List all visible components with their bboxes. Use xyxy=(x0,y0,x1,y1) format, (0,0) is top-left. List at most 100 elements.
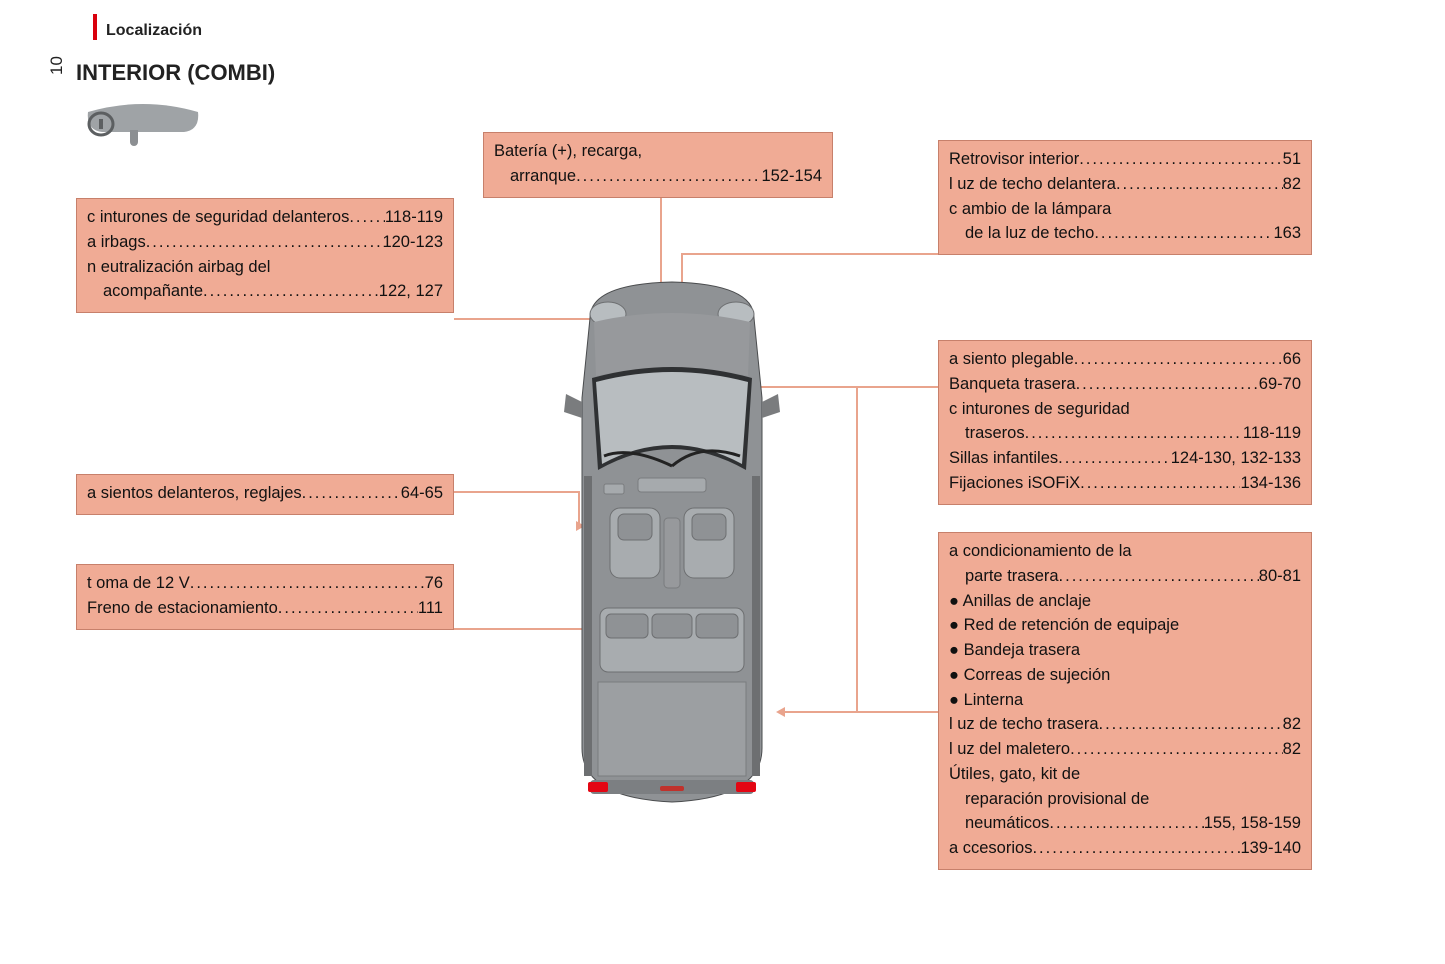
callout-row: l uz de techo delantera ................… xyxy=(949,172,1301,197)
callout-row: de la luz de techo .....................… xyxy=(949,221,1301,246)
callout-label: a condicionamiento de la xyxy=(949,539,1132,564)
callout-row: c inturones de seguridad delanteros ....… xyxy=(87,205,443,230)
callout-label: Batería (+), recarga, xyxy=(494,139,642,164)
callout-pages: 64-65 xyxy=(401,481,443,506)
callout-label: de la luz de techo xyxy=(965,221,1094,246)
callout-row: c ambio de la lámpara xyxy=(949,197,1301,222)
callout-label: Sillas infantiles xyxy=(949,446,1058,471)
callout-row: c inturones de seguridad xyxy=(949,397,1301,422)
pointer-line xyxy=(856,386,858,530)
callout-row: a irbags ...............................… xyxy=(87,230,443,255)
callout-row: Freno de estacionamiento ...............… xyxy=(87,596,443,621)
callout-pages: 80-81 xyxy=(1259,564,1301,589)
callout-row: a ccesorios ............................… xyxy=(949,836,1301,861)
callout-pages: 139-140 xyxy=(1240,836,1301,861)
callout-label: Útiles, gato, kit de xyxy=(949,762,1080,787)
callout-pages: 122, 127 xyxy=(379,279,443,304)
callout-label: c ambio de la lámpara xyxy=(949,197,1111,222)
callout-label: Correas de sujeción xyxy=(949,663,1110,688)
callout-label: n eutralización airbag del xyxy=(87,255,270,280)
callout-rear_seat: a siento plegable ......................… xyxy=(938,340,1312,505)
callout-belts: c inturones de seguridad delanteros ....… xyxy=(76,198,454,313)
callout-label: Linterna xyxy=(949,688,1023,713)
callout-label: Anillas de anclaje xyxy=(949,589,1091,614)
callout-label: parte trasera xyxy=(965,564,1059,589)
callout-label: reparación provisional de xyxy=(965,787,1149,812)
callout-row: Banqueta trasera .......................… xyxy=(949,372,1301,397)
callout-label: acompañante xyxy=(103,279,203,304)
callout-row: parte trasera ..........................… xyxy=(949,564,1301,589)
callout-battery: Batería (+), recarga,arranque ..........… xyxy=(483,132,833,198)
callout-label: Retrovisor interior xyxy=(949,147,1079,172)
callout-row: Batería (+), recarga, xyxy=(494,139,822,164)
callout-label: Fijaciones iSOFiX xyxy=(949,471,1080,496)
callout-pages: 51 xyxy=(1283,147,1301,172)
callout-pages: 163 xyxy=(1273,221,1301,246)
callout-label: Freno de estacionamiento xyxy=(87,596,278,621)
callout-row: n eutralización airbag del xyxy=(87,255,443,280)
callout-row: Retrovisor interior ....................… xyxy=(949,147,1301,172)
callout-label: l uz del maletero xyxy=(949,737,1070,762)
callout-row: l uz del maletero ......................… xyxy=(949,737,1301,762)
pointer-line xyxy=(681,253,938,255)
callout-row: t oma de 12 V ..........................… xyxy=(87,571,443,596)
callout-front_seats: a sientos delanteros, reglajes .........… xyxy=(76,474,454,515)
callout-row: l uz de techo trasera ..................… xyxy=(949,712,1301,737)
callout-label: neumáticos xyxy=(965,811,1049,836)
callout-pages: 118-119 xyxy=(1243,421,1301,446)
callout-label: t oma de 12 V xyxy=(87,571,190,596)
callout-row: Sillas infantiles ......................… xyxy=(949,446,1301,471)
callout-label: Red de retención de equipaje xyxy=(949,613,1179,638)
callout-mirror: Retrovisor interior ....................… xyxy=(938,140,1312,255)
callout-pages: 76 xyxy=(425,571,443,596)
callout-row: Red de retención de equipaje xyxy=(949,613,1301,638)
callout-label: Bandeja trasera xyxy=(949,638,1080,663)
callout-socket: t oma de 12 V ..........................… xyxy=(76,564,454,630)
callout-row: traseros ...............................… xyxy=(949,421,1301,446)
callout-pages: 82 xyxy=(1283,712,1301,737)
accent-bar xyxy=(93,14,97,40)
callout-row: arranque ...............................… xyxy=(494,164,822,189)
callout-rear_cond: a condicionamiento de laparte trasera ..… xyxy=(938,532,1312,870)
car-top-view-illustration xyxy=(560,278,784,808)
callout-row: Bandeja trasera xyxy=(949,638,1301,663)
callout-label: c inturones de seguridad delanteros xyxy=(87,205,349,230)
callout-row: acompañante ............................… xyxy=(87,279,443,304)
callout-pages: 118-119 xyxy=(385,205,443,230)
callout-row: neumáticos .............................… xyxy=(949,811,1301,836)
callout-row: a sientos delanteros, reglajes .........… xyxy=(87,481,443,506)
callout-label: a sientos delanteros, reglajes xyxy=(87,481,302,506)
callout-pages: 66 xyxy=(1283,347,1301,372)
callout-label: traseros xyxy=(965,421,1025,446)
callout-label: a irbags xyxy=(87,230,146,255)
page-title: INTERIOR (COMBI) xyxy=(76,60,275,86)
callout-row: Linterna xyxy=(949,688,1301,713)
dashboard-icon xyxy=(80,102,206,146)
callout-pages: 152-154 xyxy=(761,164,822,189)
callout-label: l uz de techo trasera xyxy=(949,712,1099,737)
callout-pages: 155, 158-159 xyxy=(1204,811,1301,836)
callout-label: c inturones de seguridad xyxy=(949,397,1130,422)
callout-pages: 69-70 xyxy=(1259,372,1301,397)
callout-row: Útiles, gato, kit de xyxy=(949,762,1301,787)
callout-pages: 82 xyxy=(1283,172,1301,197)
pointer-line xyxy=(783,711,938,713)
section-label: Localización xyxy=(106,22,202,40)
callout-label: a ccesorios xyxy=(949,836,1032,861)
callout-row: a condicionamiento de la xyxy=(949,539,1301,564)
callout-row: Fijaciones iSOFiX ......................… xyxy=(949,471,1301,496)
page-number: 10 xyxy=(47,56,67,75)
callout-pages: 120-123 xyxy=(382,230,443,255)
callout-pages: 111 xyxy=(418,596,443,621)
callout-label: a siento plegable xyxy=(949,347,1074,372)
callout-pages: 124-130, 132-133 xyxy=(1171,446,1301,471)
callout-row: Anillas de anclaje xyxy=(949,589,1301,614)
callout-label: arranque xyxy=(510,164,576,189)
callout-row: a siento plegable ......................… xyxy=(949,347,1301,372)
callout-label: Banqueta trasera xyxy=(949,372,1076,397)
callout-pages: 134-136 xyxy=(1240,471,1301,496)
pointer-line xyxy=(856,530,858,713)
callout-pages: 82 xyxy=(1283,737,1301,762)
callout-row: reparación provisional de xyxy=(949,787,1301,812)
callout-row: Correas de sujeción xyxy=(949,663,1301,688)
